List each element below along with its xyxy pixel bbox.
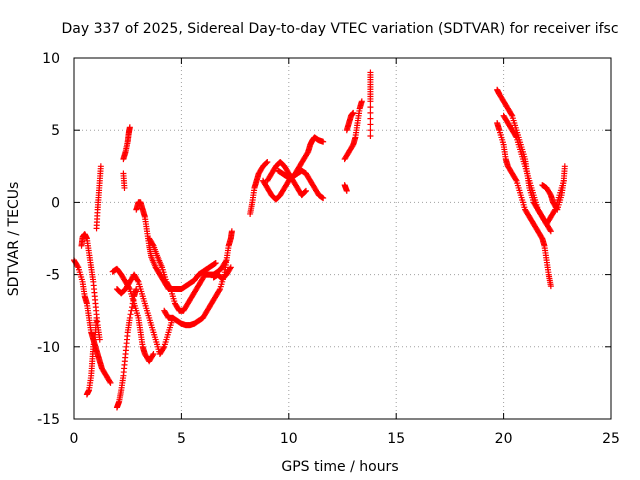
data-point-marker — [508, 111, 515, 118]
x-tick-label: 20 — [495, 431, 513, 447]
data-point-marker — [227, 265, 234, 272]
y-tick-label: 0 — [51, 195, 60, 211]
data-point-marker — [128, 304, 135, 311]
data-point-marker — [350, 109, 357, 116]
data-point-marker — [129, 300, 136, 307]
y-tick-label: -5 — [46, 268, 60, 284]
data-point-marker — [106, 378, 113, 385]
data-point-marker — [130, 296, 137, 303]
data-point-marker — [547, 227, 554, 234]
data-point-marker — [166, 284, 173, 291]
data-point-marker — [126, 314, 133, 321]
data-point-marker — [134, 277, 141, 284]
data-point-marker — [343, 187, 350, 194]
plot-frame — [73, 57, 612, 420]
data-point-marker — [547, 228, 554, 235]
data-point-marker — [367, 115, 374, 122]
data-point-marker — [358, 98, 365, 105]
y-tick-label: 5 — [51, 123, 60, 139]
data-point-marker — [121, 184, 128, 191]
data-point-marker — [367, 121, 374, 128]
data-point-marker — [367, 127, 374, 134]
y-tick-label: -10 — [37, 340, 60, 356]
x-axis-label: GPS time / hours — [281, 459, 398, 475]
chart-title: Day 337 of 2025, Sidereal Day-to-day VTE… — [61, 21, 618, 37]
data-point-marker — [512, 176, 519, 183]
data-point-marker — [212, 260, 219, 267]
data-point-marker — [93, 314, 100, 321]
data-point-marker — [263, 159, 270, 166]
data-point-marker — [216, 287, 223, 294]
data-point-marker — [149, 241, 156, 248]
y-tick-label: -15 — [37, 412, 60, 428]
data-point-marker — [264, 158, 271, 165]
x-tick-label: 10 — [280, 431, 298, 447]
x-tick-labels: 0 5 10 15 20 25 — [70, 431, 620, 447]
data-point-marker — [560, 177, 567, 184]
y-axis-label: SDTVAR / TECUs — [6, 182, 22, 297]
data-points — [71, 69, 568, 411]
data-point-marker — [320, 138, 327, 145]
data-point-marker — [126, 124, 133, 131]
data-point-marker — [367, 132, 374, 139]
data-point-marker — [512, 133, 519, 140]
data-point-marker — [149, 352, 156, 359]
data-point-marker — [367, 98, 374, 105]
axis-ticks — [73, 57, 612, 420]
x-tick-label: 25 — [602, 431, 620, 447]
x-tick-label: 15 — [387, 431, 405, 447]
data-point-marker — [150, 351, 157, 358]
data-point-marker — [227, 264, 234, 271]
data-point-marker — [97, 163, 104, 170]
data-point-marker — [96, 336, 103, 343]
data-point-marker — [547, 283, 554, 290]
data-point-marker — [128, 307, 135, 314]
data-point-marker — [367, 109, 374, 116]
y-tick-labels: -15 -10 -5 0 5 10 — [37, 51, 60, 428]
data-point-marker — [160, 345, 167, 352]
grid-lines — [74, 58, 611, 419]
data-point-marker — [107, 379, 114, 386]
data-point-marker — [302, 188, 309, 195]
data-point-marker — [561, 163, 568, 170]
data-point-marker — [302, 187, 309, 194]
data-point-marker — [74, 263, 81, 270]
x-tick-label: 0 — [70, 431, 79, 447]
data-point-marker — [367, 104, 374, 111]
data-point-marker — [127, 311, 134, 318]
data-point-marker — [320, 195, 327, 202]
x-tick-label: 5 — [177, 431, 186, 447]
y-tick-label: 10 — [42, 51, 60, 67]
data-point-marker — [228, 228, 235, 235]
